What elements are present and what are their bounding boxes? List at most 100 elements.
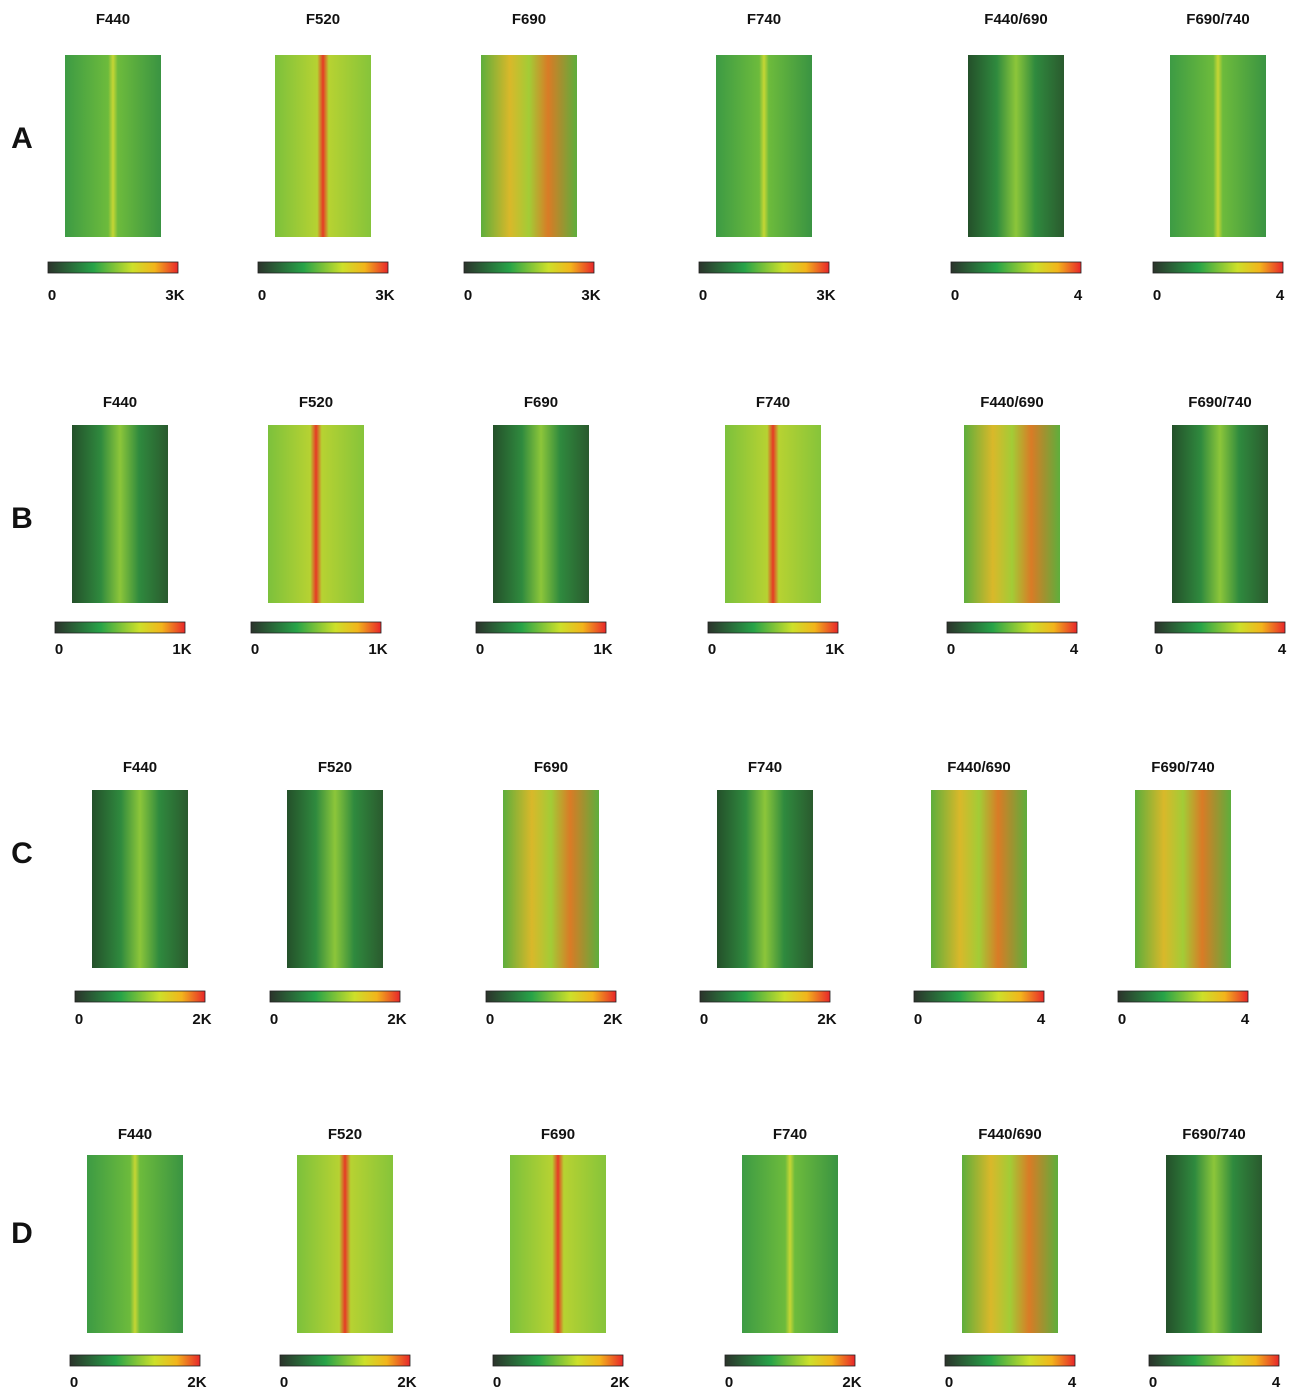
colorbar-min: 0	[486, 1011, 494, 1028]
colorbar-min: 0	[914, 1011, 922, 1028]
panel-title: F690	[534, 759, 568, 776]
colorbar-max: 3K	[375, 287, 394, 304]
fluorescence-image	[503, 790, 599, 968]
fluorescence-image	[287, 790, 383, 968]
colorbar	[944, 1354, 1076, 1367]
colorbar	[69, 1354, 201, 1367]
fluorescence-image	[1172, 425, 1268, 603]
fluorescence-image	[481, 55, 577, 237]
colorbar	[250, 621, 382, 634]
colorbar-max: 3K	[165, 287, 184, 304]
colorbar-max: 4	[1278, 641, 1287, 658]
colorbar	[707, 621, 839, 634]
fluorescence-image	[493, 425, 589, 603]
fluorescence-image	[717, 790, 813, 968]
colorbar-min: 0	[947, 641, 955, 658]
colorbar-max: 4	[1070, 641, 1079, 658]
colorbar-min: 0	[700, 1011, 708, 1028]
colorbar-min: 0	[75, 1011, 83, 1028]
colorbar	[485, 990, 617, 1003]
colorbar-max: 1K	[593, 641, 612, 658]
fluorescence-image	[931, 790, 1027, 968]
colorbar-max: 2K	[192, 1011, 211, 1028]
fluorescence-image	[742, 1155, 838, 1333]
fluorescence-image	[65, 55, 161, 237]
colorbar-min: 0	[493, 1374, 501, 1391]
colorbar	[1117, 990, 1249, 1003]
colorbar	[699, 990, 831, 1003]
fluorescence-image	[275, 55, 371, 237]
colorbar-max: 2K	[187, 1374, 206, 1391]
panel-title: F520	[306, 11, 340, 28]
colorbar	[1148, 1354, 1280, 1367]
fluorescence-image	[297, 1155, 393, 1333]
panel-title: F740	[748, 759, 782, 776]
colorbar-min: 0	[1153, 287, 1161, 304]
colorbar-max: 4	[1074, 287, 1083, 304]
colorbar-min: 0	[280, 1374, 288, 1391]
colorbar-max: 1K	[172, 641, 191, 658]
panel-title: F740	[747, 11, 781, 28]
fluorescence-image	[962, 1155, 1058, 1333]
colorbar-max: 1K	[825, 641, 844, 658]
colorbar-max: 4	[1037, 1011, 1046, 1028]
colorbar	[475, 621, 607, 634]
panel-title: F520	[328, 1126, 362, 1143]
panel-title: F440	[96, 11, 130, 28]
colorbar-max: 3K	[581, 287, 600, 304]
colorbar	[47, 261, 179, 274]
colorbar-min: 0	[708, 641, 716, 658]
colorbar-min: 0	[699, 287, 707, 304]
colorbar-max: 3K	[816, 287, 835, 304]
row-label: C	[11, 837, 33, 870]
colorbar-min: 0	[725, 1374, 733, 1391]
colorbar	[724, 1354, 856, 1367]
colorbar	[950, 261, 1082, 274]
row-label: D	[11, 1217, 33, 1250]
panel-title: F440	[123, 759, 157, 776]
panel-title: F440/690	[947, 759, 1010, 776]
colorbar-max: 1K	[368, 641, 387, 658]
colorbar	[74, 990, 206, 1003]
colorbar	[269, 990, 401, 1003]
colorbar	[257, 261, 389, 274]
colorbar	[54, 621, 186, 634]
colorbar-min: 0	[1155, 641, 1163, 658]
colorbar-max: 2K	[387, 1011, 406, 1028]
colorbar-max: 4	[1272, 1374, 1281, 1391]
panel-title: F440/690	[980, 394, 1043, 411]
colorbar-max: 2K	[817, 1011, 836, 1028]
colorbar	[463, 261, 595, 274]
panel-title: F440	[118, 1126, 152, 1143]
colorbar	[279, 1354, 411, 1367]
panel-title: F520	[299, 394, 333, 411]
colorbar-min: 0	[270, 1011, 278, 1028]
fluorescence-image	[716, 55, 812, 237]
panel-title: F690	[524, 394, 558, 411]
colorbar-min: 0	[55, 641, 63, 658]
panel-title: F690/740	[1186, 11, 1249, 28]
panel-title: F690/740	[1188, 394, 1251, 411]
panel-title: F740	[773, 1126, 807, 1143]
colorbar	[913, 990, 1045, 1003]
panel-title: F440	[103, 394, 137, 411]
colorbar	[1154, 621, 1286, 634]
fluorescence-image	[1135, 790, 1231, 968]
panel-title: F690/740	[1151, 759, 1214, 776]
fluorescence-image	[268, 425, 364, 603]
colorbar-max: 4	[1241, 1011, 1250, 1028]
row-label: B	[11, 502, 33, 535]
fluorescence-image	[72, 425, 168, 603]
colorbar-min: 0	[945, 1374, 953, 1391]
panel-title: F440/690	[984, 11, 1047, 28]
colorbar-max: 2K	[603, 1011, 622, 1028]
colorbar-max: 2K	[842, 1374, 861, 1391]
fluorescence-image	[87, 1155, 183, 1333]
colorbar-min: 0	[258, 287, 266, 304]
fluorescence-image	[968, 55, 1064, 237]
colorbar-min: 0	[951, 287, 959, 304]
colorbar-min: 0	[476, 641, 484, 658]
panel-title: F520	[318, 759, 352, 776]
colorbar	[1152, 261, 1284, 274]
